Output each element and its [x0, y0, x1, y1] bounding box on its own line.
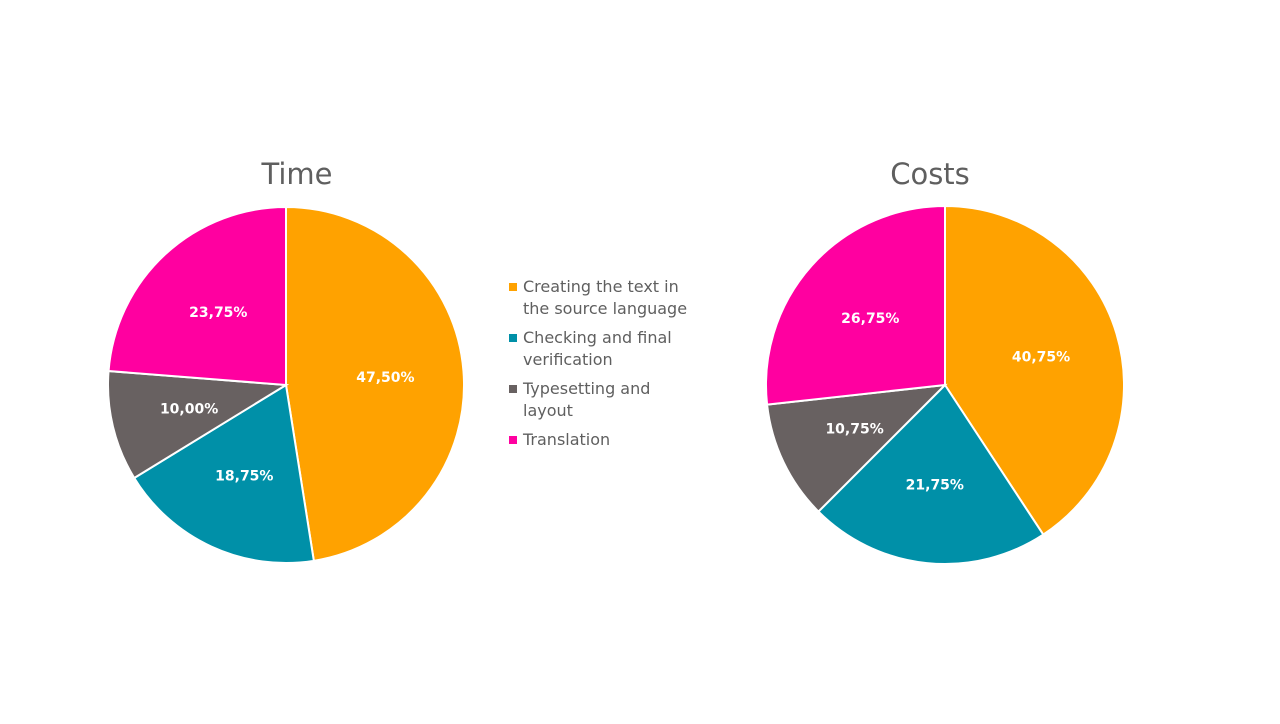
data-label-time-translation: 23,75% [189, 305, 247, 321]
legend: Creating the text in the source language… [509, 276, 699, 458]
pie-slice-costs-checking [817, 383, 1045, 565]
pie-slice-time-source-text [285, 205, 465, 562]
legend-item-checking: Checking and final verification [509, 327, 699, 371]
data-label-time-checking: 18,75% [215, 469, 273, 485]
data-label-costs-typesetting: 10,75% [825, 421, 883, 437]
pie-costs: 40,75% 21,75% 10,75% 26,75% [765, 204, 1125, 565]
pie-slice-time-typesetting [107, 369, 290, 480]
legend-item-typesetting: Typesetting and layout [509, 378, 699, 422]
pie-slice-time-checking [132, 383, 315, 564]
data-label-costs-source-text: 40,75% [1012, 349, 1070, 365]
legend-label: Translation [523, 430, 611, 449]
data-label-costs-translation: 26,75% [841, 311, 899, 327]
legend-item-translation: Translation [509, 429, 699, 451]
data-label-costs-checking: 21,75% [906, 478, 964, 494]
pie-time: 47,50% 18,75% 10,00% 23,75% [107, 205, 465, 564]
pie-slice-time-translation [107, 205, 287, 387]
legend-label: Typesetting and layout [523, 379, 651, 420]
chart-title-time: Time [261, 157, 333, 191]
chart-title-costs: Costs [890, 157, 970, 191]
pie-slice-costs-typesetting [765, 383, 948, 513]
legend-label: Checking and final verification [523, 328, 672, 369]
pie-slice-costs-translation [765, 204, 946, 406]
data-label-time-source-text: 47,50% [356, 370, 414, 386]
data-label-time-typesetting: 10,00% [160, 401, 218, 417]
legend-swatch [509, 385, 517, 393]
legend-item-source-text: Creating the text in the source language [509, 276, 699, 320]
legend-swatch [509, 283, 517, 291]
legend-swatch [509, 334, 517, 342]
legend-label: Creating the text in the source language [523, 277, 688, 318]
legend-swatch [509, 436, 517, 444]
